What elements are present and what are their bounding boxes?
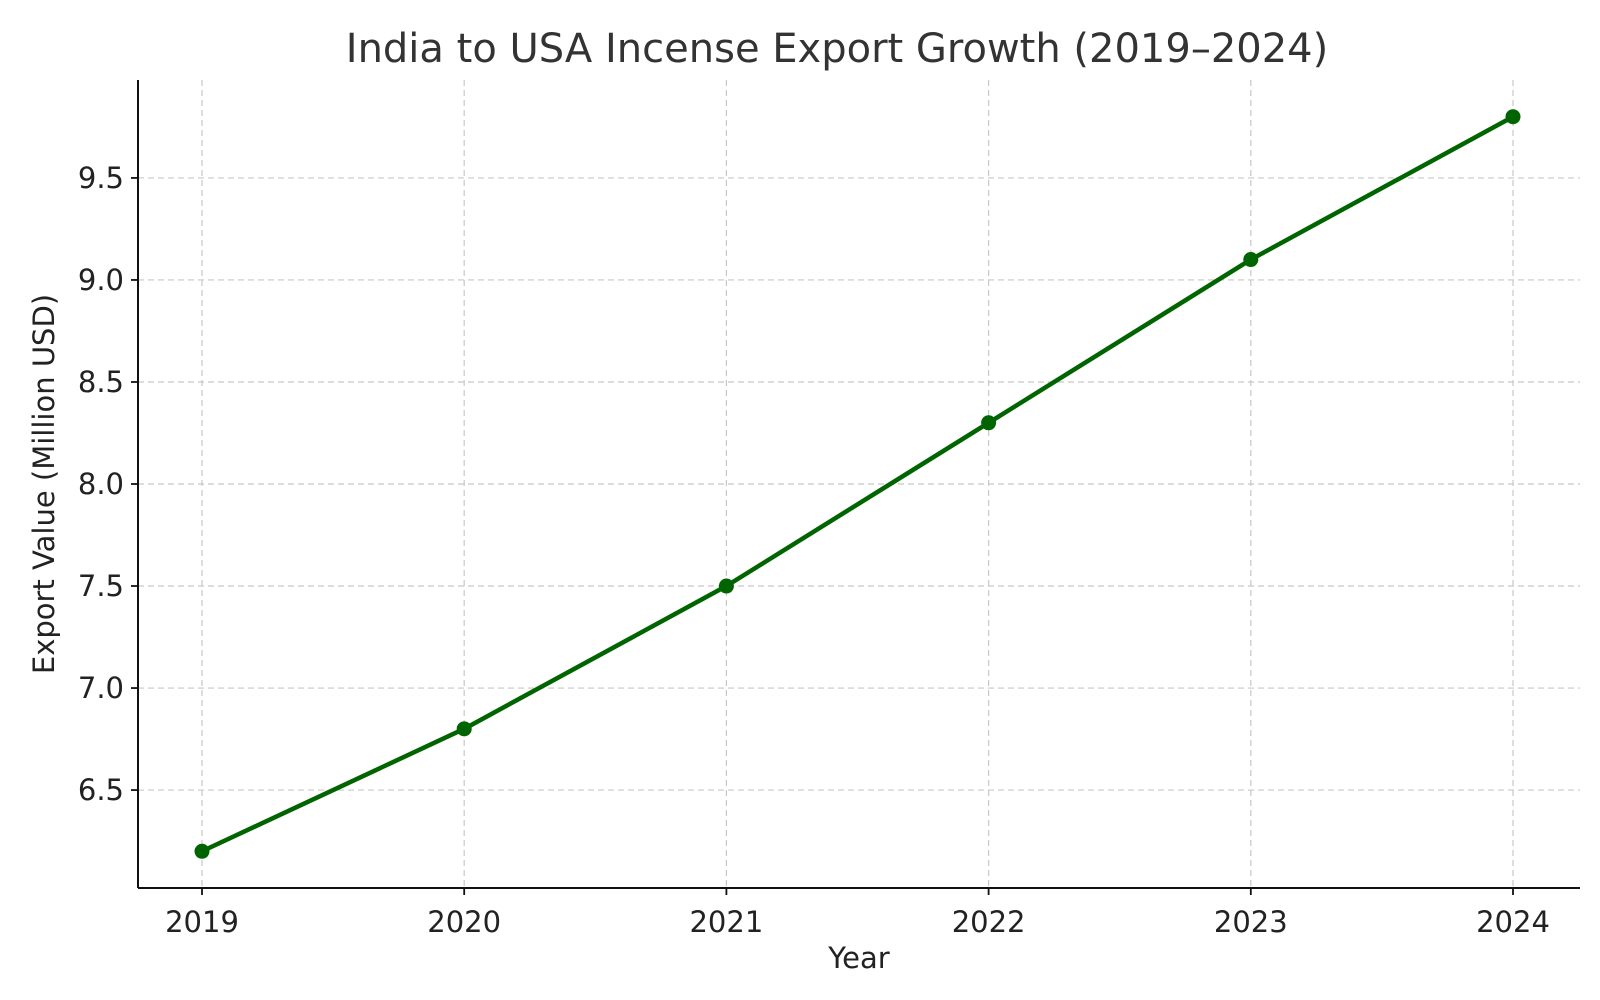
y-tick-label: 7.0 [78,671,124,705]
y-tick-label: 8.0 [78,467,124,501]
x-tick-label: 2019 [165,905,239,939]
x-axis-label: Year [827,941,889,975]
data-point [981,415,997,431]
data-point [1505,109,1521,125]
data-point [194,843,210,859]
data-point [456,721,472,737]
y-tick-label: 9.0 [78,263,124,297]
y-axis-label: Export Value (Million USD) [27,294,61,674]
x-tick-label: 2022 [952,905,1026,939]
chart-title: India to USA Incense Export Growth (2019… [346,26,1328,72]
y-tick-label: 6.5 [78,773,124,807]
x-tick-label: 2021 [689,905,763,939]
data-point [718,578,734,594]
y-tick-label: 7.5 [78,569,124,603]
x-tick-label: 2020 [427,905,501,939]
y-tick-label: 9.5 [78,161,124,195]
x-tick-label: 2023 [1214,905,1288,939]
data-point [1243,252,1259,268]
y-axis-ticks: 6.5 7.0 7.5 8.0 8.5 9.0 9.5 [78,161,138,807]
data-series [194,109,1521,859]
x-axis-ticks: 2019 2020 2021 2022 2023 2024 [165,888,1550,939]
x-tick-label: 2024 [1476,905,1550,939]
series-line [199,114,1516,854]
grid [138,80,1580,888]
y-tick-label: 8.5 [78,365,124,399]
